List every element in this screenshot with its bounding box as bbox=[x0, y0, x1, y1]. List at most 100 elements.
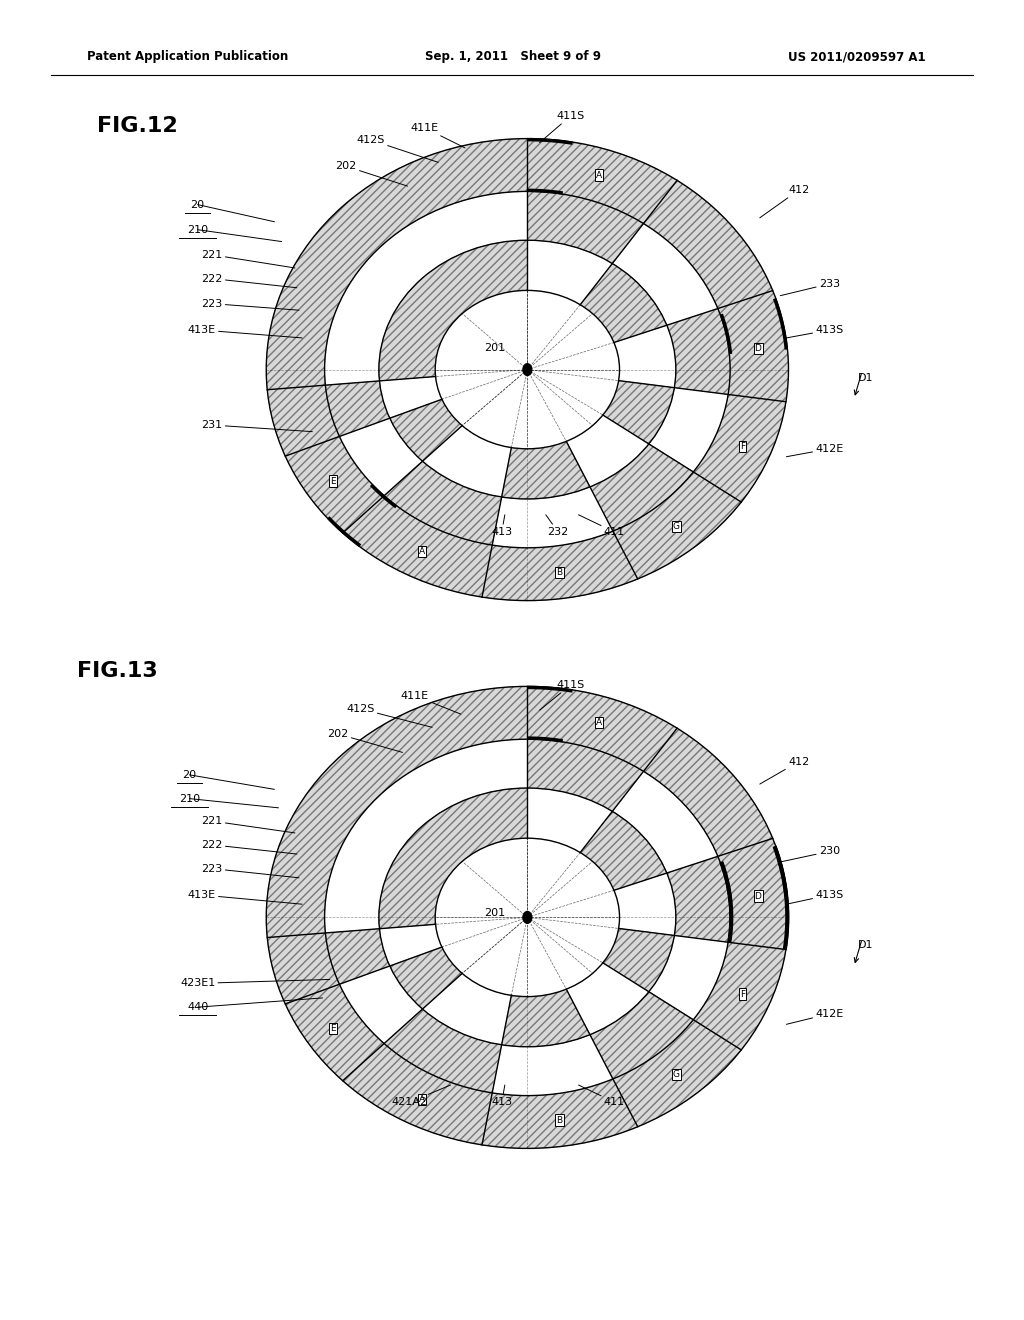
Text: B: B bbox=[557, 568, 563, 577]
Polygon shape bbox=[614, 873, 676, 936]
Ellipse shape bbox=[435, 290, 620, 449]
Text: 411E: 411E bbox=[411, 123, 465, 148]
Text: E: E bbox=[330, 477, 336, 486]
Text: 412E: 412E bbox=[786, 444, 844, 457]
Text: 413E: 413E bbox=[187, 890, 302, 904]
Text: 223: 223 bbox=[202, 298, 299, 310]
Text: 222: 222 bbox=[202, 273, 297, 288]
Polygon shape bbox=[325, 191, 527, 385]
Polygon shape bbox=[527, 739, 644, 812]
Polygon shape bbox=[339, 966, 422, 1043]
Polygon shape bbox=[581, 264, 667, 342]
Polygon shape bbox=[502, 989, 590, 1047]
Text: D: D bbox=[755, 343, 762, 352]
Text: 201: 201 bbox=[484, 908, 505, 919]
Text: 423E1: 423E1 bbox=[180, 978, 330, 989]
Polygon shape bbox=[667, 857, 730, 942]
Text: 210: 210 bbox=[179, 793, 200, 804]
Polygon shape bbox=[527, 240, 612, 305]
Polygon shape bbox=[502, 441, 590, 499]
Polygon shape bbox=[614, 325, 676, 388]
Polygon shape bbox=[343, 495, 493, 597]
Text: Sep. 1, 2011   Sheet 9 of 9: Sep. 1, 2011 Sheet 9 of 9 bbox=[425, 50, 601, 63]
Polygon shape bbox=[379, 788, 527, 929]
Text: G: G bbox=[673, 1069, 680, 1078]
Text: 411E: 411E bbox=[400, 690, 461, 714]
Polygon shape bbox=[384, 461, 502, 545]
Polygon shape bbox=[566, 962, 649, 1035]
Polygon shape bbox=[693, 942, 786, 1049]
Text: G: G bbox=[673, 521, 680, 531]
Text: FIG.12: FIG.12 bbox=[97, 116, 178, 136]
Text: A: A bbox=[596, 170, 602, 180]
Polygon shape bbox=[326, 929, 390, 985]
Text: 230: 230 bbox=[780, 846, 840, 862]
Text: 413: 413 bbox=[492, 515, 512, 537]
Polygon shape bbox=[267, 385, 339, 457]
Polygon shape bbox=[566, 414, 649, 487]
Text: Patent Application Publication: Patent Application Publication bbox=[87, 50, 289, 63]
Polygon shape bbox=[380, 376, 442, 418]
Polygon shape bbox=[482, 1078, 638, 1148]
Text: 412S: 412S bbox=[346, 704, 432, 727]
Polygon shape bbox=[603, 928, 675, 991]
Text: 413E: 413E bbox=[187, 325, 302, 338]
Polygon shape bbox=[590, 444, 693, 531]
Text: 413S: 413S bbox=[786, 325, 844, 338]
Text: 231: 231 bbox=[202, 420, 312, 432]
Text: 233: 233 bbox=[780, 279, 840, 296]
Polygon shape bbox=[286, 985, 384, 1081]
Text: 202: 202 bbox=[328, 729, 402, 752]
Text: 232: 232 bbox=[546, 515, 568, 537]
Text: 411S: 411S bbox=[540, 111, 585, 143]
Polygon shape bbox=[266, 686, 527, 937]
Text: 20: 20 bbox=[182, 770, 197, 780]
Polygon shape bbox=[267, 933, 339, 1005]
Polygon shape bbox=[286, 437, 384, 533]
Circle shape bbox=[522, 911, 532, 924]
Text: 412E: 412E bbox=[786, 1008, 844, 1024]
Polygon shape bbox=[613, 1019, 741, 1127]
Polygon shape bbox=[590, 991, 693, 1078]
Polygon shape bbox=[667, 309, 730, 395]
Text: 202: 202 bbox=[336, 161, 408, 186]
Text: 210: 210 bbox=[187, 224, 208, 235]
Text: D1: D1 bbox=[858, 940, 873, 950]
Polygon shape bbox=[613, 471, 741, 579]
Polygon shape bbox=[422, 973, 511, 1045]
Polygon shape bbox=[379, 240, 527, 381]
Text: 413: 413 bbox=[492, 1085, 512, 1107]
Polygon shape bbox=[718, 838, 788, 949]
Polygon shape bbox=[693, 395, 786, 502]
Polygon shape bbox=[266, 139, 527, 389]
Text: US 2011/0209597 A1: US 2011/0209597 A1 bbox=[788, 50, 926, 63]
Text: 201: 201 bbox=[484, 343, 505, 354]
Polygon shape bbox=[422, 425, 511, 498]
Text: 20: 20 bbox=[190, 199, 205, 210]
Text: 223: 223 bbox=[202, 863, 299, 878]
Polygon shape bbox=[343, 1043, 493, 1144]
Text: 221: 221 bbox=[202, 816, 295, 833]
Text: 412: 412 bbox=[760, 185, 809, 218]
Text: E: E bbox=[330, 1024, 336, 1034]
Polygon shape bbox=[527, 686, 677, 771]
Polygon shape bbox=[612, 771, 718, 873]
Polygon shape bbox=[390, 399, 462, 461]
Text: 412: 412 bbox=[760, 756, 809, 784]
Ellipse shape bbox=[266, 686, 788, 1148]
Circle shape bbox=[522, 363, 532, 376]
Polygon shape bbox=[649, 388, 728, 471]
Text: 222: 222 bbox=[202, 840, 297, 854]
Polygon shape bbox=[718, 290, 788, 401]
Polygon shape bbox=[527, 191, 644, 264]
Polygon shape bbox=[326, 381, 390, 437]
Polygon shape bbox=[339, 418, 422, 495]
Polygon shape bbox=[612, 223, 718, 325]
Text: 412S: 412S bbox=[356, 135, 438, 162]
Polygon shape bbox=[581, 812, 667, 890]
Text: A: A bbox=[419, 548, 425, 557]
Polygon shape bbox=[644, 729, 773, 857]
Text: D1: D1 bbox=[858, 372, 873, 383]
Polygon shape bbox=[390, 946, 462, 1008]
Text: 421A2: 421A2 bbox=[391, 1085, 451, 1107]
